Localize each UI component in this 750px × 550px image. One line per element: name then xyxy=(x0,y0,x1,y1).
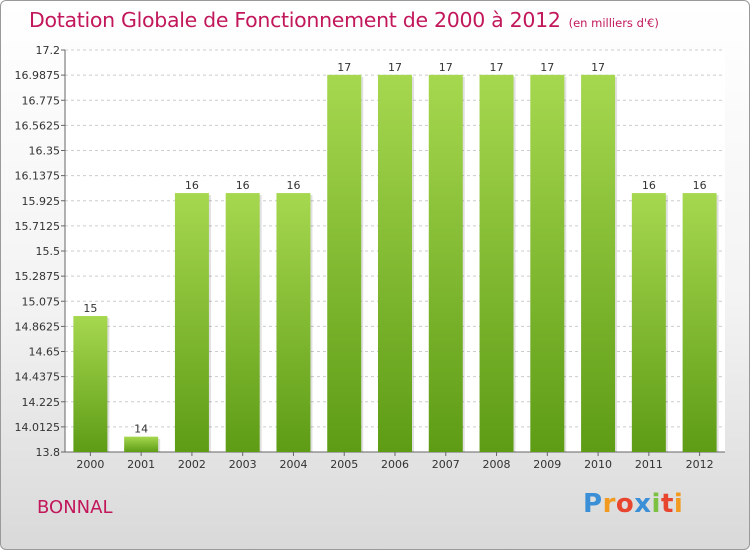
logo-letter: i xyxy=(673,489,684,519)
bar-value-label: 15 xyxy=(83,302,97,315)
y-tick-label: 16.9875 xyxy=(15,69,61,82)
x-tick-label: 2002 xyxy=(178,458,206,471)
bar-value-label: 16 xyxy=(236,179,250,192)
chart-title-text: Dotation Globale de Fonctionnement de 20… xyxy=(29,8,561,32)
y-tick-label: 13.8 xyxy=(36,446,61,459)
bar xyxy=(631,193,666,453)
x-tick-label: 2011 xyxy=(635,458,663,471)
y-tick-label: 16.5625 xyxy=(15,119,61,132)
x-tick-label: 2012 xyxy=(686,458,714,471)
y-tick-label: 15.075 xyxy=(22,295,61,308)
bar xyxy=(530,74,565,453)
bar-value-label: 16 xyxy=(286,179,300,192)
commune-name: BONNAL xyxy=(37,497,113,518)
y-tick-label: 16.1375 xyxy=(15,170,61,183)
chart-title: Dotation Globale de Fonctionnement de 20… xyxy=(29,8,659,32)
bar-value-label: 17 xyxy=(388,61,402,74)
bar xyxy=(174,193,209,453)
bar-value-label: 17 xyxy=(540,61,554,74)
bar xyxy=(124,436,159,452)
bar-value-label: 17 xyxy=(490,61,504,74)
x-tick-label: 2005 xyxy=(330,458,358,471)
y-tick-label: 14.0125 xyxy=(15,421,61,434)
bar xyxy=(73,316,108,452)
y-tick-label: 15.7125 xyxy=(15,220,61,233)
y-tick-label: 14.4375 xyxy=(15,371,61,384)
y-tick-label: 14.8625 xyxy=(15,320,61,333)
logo-letter: P xyxy=(583,489,603,519)
y-tick-label: 16.775 xyxy=(22,94,61,107)
bar xyxy=(327,74,362,453)
x-tick-label: 2001 xyxy=(127,458,155,471)
y-tick-label: 14.65 xyxy=(29,346,61,359)
y-tick-label: 15.5 xyxy=(36,245,61,258)
x-tick-label: 2010 xyxy=(584,458,612,471)
bar-value-label: 17 xyxy=(337,61,351,74)
x-tick-label: 2003 xyxy=(229,458,257,471)
x-tick-label: 2004 xyxy=(279,458,307,471)
x-tick-label: 2007 xyxy=(432,458,460,471)
bar xyxy=(682,193,717,453)
bar-value-label: 14 xyxy=(134,423,148,436)
y-tick-label: 16.35 xyxy=(29,145,61,158)
logo-letter: x xyxy=(634,489,652,519)
bar xyxy=(479,74,514,453)
bar-value-label: 16 xyxy=(693,179,707,192)
bar xyxy=(428,74,463,453)
logo-letter: t xyxy=(660,489,674,519)
x-tick-label: 2000 xyxy=(76,458,104,471)
y-tick-label: 15.925 xyxy=(22,195,61,208)
bar xyxy=(378,74,412,453)
bar-value-label: 17 xyxy=(591,61,605,74)
x-tick-label: 2008 xyxy=(483,458,511,471)
bar-value-label: 16 xyxy=(185,179,199,192)
logo-letter: r xyxy=(602,489,616,519)
x-tick-label: 2009 xyxy=(533,458,561,471)
y-tick-label: 15.2875 xyxy=(15,270,61,283)
y-tick-label: 14.225 xyxy=(22,396,61,409)
y-tick-label: 17.2 xyxy=(36,44,61,57)
bar xyxy=(581,74,616,453)
x-tick-label: 2006 xyxy=(381,458,409,471)
bar-value-label: 16 xyxy=(642,179,656,192)
logo-letter: o xyxy=(615,489,635,519)
proxiti-logo: Proxiti xyxy=(583,489,683,519)
bar-value-label: 17 xyxy=(439,61,453,74)
logo-letter: i xyxy=(651,489,661,519)
bar xyxy=(225,193,260,453)
chart-unit: (en milliers d'€) xyxy=(568,16,659,30)
bar xyxy=(276,193,311,453)
